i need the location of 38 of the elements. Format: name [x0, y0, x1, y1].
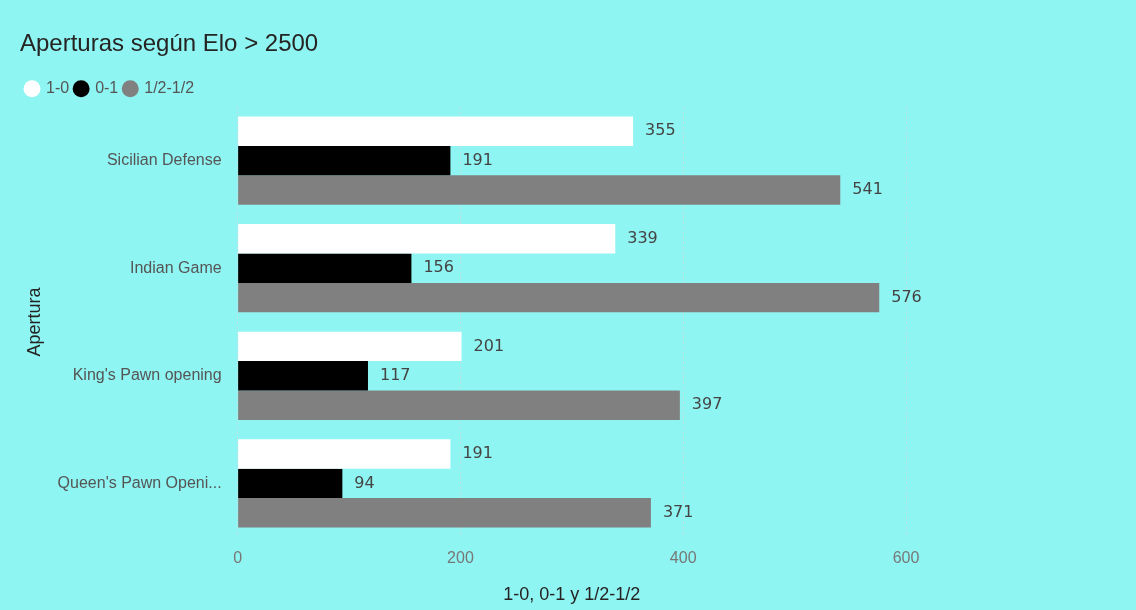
- bar: [238, 145, 451, 176]
- bar: [238, 468, 343, 499]
- data-label: 191: [462, 443, 493, 463]
- bar: [238, 224, 616, 254]
- x-tick-label: 600: [892, 549, 920, 567]
- y-tick-label: Sicilian Defense: [106, 151, 222, 169]
- data-label: 117: [379, 364, 411, 384]
- y-tick-label: Queen's Pawn Openi...: [57, 473, 222, 491]
- data-label: 371: [662, 501, 694, 521]
- data-label: 339: [627, 227, 658, 247]
- data-label: 94: [354, 472, 375, 492]
- x-tick-label: 0: [233, 549, 243, 567]
- data-label: 156: [423, 257, 454, 277]
- bar: [238, 390, 680, 420]
- y-tick-label: King's Pawn opening: [72, 366, 222, 384]
- legend-label: 1/2-1/2: [144, 79, 195, 97]
- y-tick-label: Indian Game: [130, 258, 222, 276]
- bar: [238, 439, 451, 469]
- data-label: 355: [645, 120, 676, 140]
- x-tick-label: 400: [669, 549, 697, 567]
- chart-title: Aperturas según Elo > 2500: [20, 29, 319, 57]
- data-label: 397: [691, 394, 723, 414]
- bar: [238, 282, 880, 313]
- bar: [238, 175, 841, 205]
- data-label: 576: [891, 286, 922, 306]
- data-label: 191: [462, 149, 493, 169]
- data-label: 201: [473, 335, 505, 355]
- bar: [238, 498, 651, 528]
- y-axis-title: Apertura: [23, 286, 44, 357]
- x-tick-label: 200: [447, 549, 474, 567]
- legend-label: 1-0: [46, 79, 70, 97]
- bar: [238, 331, 462, 362]
- bar: [238, 361, 368, 391]
- data-label: 541: [852, 179, 883, 199]
- bar: [238, 116, 634, 146]
- bar: [238, 253, 412, 283]
- x-axis-title: 1-0, 0-1 y 1/2-1/2: [503, 584, 641, 605]
- legend-label: 0-1: [95, 79, 119, 97]
